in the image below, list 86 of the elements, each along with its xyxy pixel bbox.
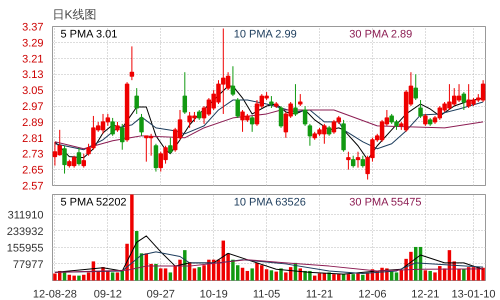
y-tick-label: 3.13: [22, 69, 44, 82]
x-tick-label: 11-05: [252, 288, 280, 300]
x-tick-label: 12-06: [358, 288, 387, 300]
bar: [361, 274, 365, 280]
candlestick: [168, 137, 173, 154]
candlestick: [308, 123, 312, 146]
candlestick: [326, 125, 332, 136]
bar: [298, 268, 302, 280]
candlestick: [154, 143, 158, 172]
line-series: [54, 235, 484, 275]
candlestick: [346, 151, 351, 170]
candlestick: [115, 121, 120, 132]
y-tick-label: 155955: [6, 242, 44, 254]
candlestick: [62, 145, 67, 174]
bar: [424, 270, 428, 280]
y-tick-label: 3.37: [22, 22, 44, 34]
y-tick-label: 233932: [6, 226, 44, 238]
candlestick: [418, 100, 423, 118]
candlestick: [182, 72, 188, 114]
candlestick: [423, 113, 428, 126]
candlestick: [134, 88, 139, 114]
x-tick-label: 11-21: [306, 288, 334, 300]
candlestick: [130, 46, 134, 81]
y-tick-label: 2.89: [22, 116, 44, 129]
x-tick-label: 13-01-10: [451, 288, 496, 300]
candlestick: [302, 106, 308, 126]
bar: [274, 272, 278, 280]
line-series: [54, 259, 484, 273]
x-tick-label: 09-27: [146, 288, 175, 300]
x-tick-label: 10-19: [200, 288, 228, 300]
x-tick-label: 12-21: [411, 288, 440, 300]
y-tick-label: 2.57: [22, 180, 44, 192]
y-tick-label: 2.81: [22, 132, 44, 145]
bar: [462, 269, 466, 280]
y-tick-label: 2.65: [22, 164, 44, 177]
candlestick: [278, 106, 284, 128]
text: 5 PMA 3.01: [60, 28, 118, 40]
text: 5 PMA 52202: [60, 196, 127, 208]
bar: [116, 272, 120, 280]
candlestick: [76, 147, 82, 166]
bar: [120, 270, 124, 280]
text: 10 PMA 63526: [234, 196, 306, 208]
candlestick: [414, 74, 418, 101]
candlestick: [120, 123, 124, 150]
candlestick: [230, 66, 236, 97]
bar: [342, 274, 346, 280]
y-tick-label: 3.29: [22, 37, 44, 50]
bar: [428, 270, 432, 280]
bar: [250, 268, 254, 280]
bar: [270, 270, 274, 280]
candlestick: [462, 92, 466, 110]
y-tick-label: 77977: [12, 258, 44, 271]
candlestick: [356, 151, 360, 168]
candlestick: [139, 113, 144, 136]
y-tick-label: 3.05: [22, 85, 44, 98]
bar: [77, 276, 81, 280]
y-tick-label: 2.73: [22, 148, 44, 161]
bar: [346, 274, 350, 280]
chart-title: 日K线图: [52, 8, 97, 22]
candlestick: [360, 155, 366, 168]
line-series: [54, 109, 484, 150]
bar: [198, 267, 201, 280]
y-tick-label: 3.21: [22, 53, 44, 66]
bar: [351, 274, 355, 280]
candlestick: [269, 96, 274, 108]
candlestick: [350, 155, 356, 168]
candlestick: [298, 94, 303, 106]
text: 30 PMA 55475: [349, 196, 422, 208]
candlestick: [235, 98, 240, 118]
text: 10 PMA 2.99: [234, 28, 297, 40]
bar: [110, 272, 114, 280]
candlestick: [110, 117, 115, 136]
candlestick: [293, 84, 298, 116]
candlestick: [250, 115, 254, 132]
text: 30 PMA 2.89: [349, 28, 412, 40]
candlestick: [82, 153, 86, 168]
bar: [154, 264, 158, 280]
y-tick-label: 311910: [8, 209, 44, 222]
line-series: [54, 100, 484, 150]
candlestick: [197, 109, 202, 120]
x-tick-label: 12-08-28: [32, 288, 77, 300]
bar: [168, 272, 172, 280]
bar: [279, 268, 283, 280]
x-tick-label: 09-12: [94, 288, 122, 300]
y-tick-label: 2.97: [22, 101, 44, 113]
bar: [62, 272, 66, 280]
